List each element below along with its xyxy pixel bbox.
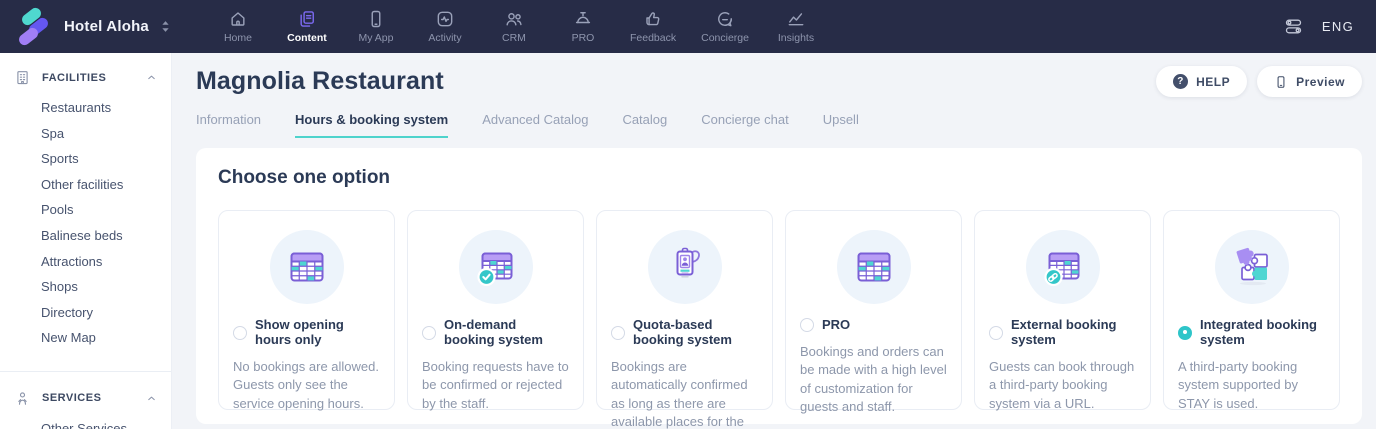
bell-icon xyxy=(575,12,591,24)
panel-heading: Choose one option xyxy=(218,167,391,188)
options-grid: Show opening hours only No bookings are … xyxy=(218,210,1340,429)
services-list: Other Services Room service Laundry Amen… xyxy=(41,420,171,429)
booking-options-panel: Choose one option Show openin xyxy=(196,148,1362,429)
home-icon xyxy=(231,12,245,26)
nav-item-my-app[interactable]: My App xyxy=(354,9,398,44)
tab-hours-booking-system[interactable]: Hours & booking system xyxy=(295,112,449,138)
main-nav: Home Content My App Activity CRM PRO Fee… xyxy=(216,9,818,44)
navbar-right: ENG xyxy=(1283,16,1354,37)
calendar-icon xyxy=(836,230,911,304)
option-card-quota-based[interactable]: Quota-based booking system Bookings are … xyxy=(596,210,773,429)
sidebar-item-other-facilities[interactable]: Other facilities xyxy=(41,176,124,192)
option-card-on-demand[interactable]: On-demand booking system Booking request… xyxy=(407,210,584,411)
chevron-up-icon xyxy=(146,72,157,83)
option-description: Guests can book through a third-party bo… xyxy=(989,358,1135,411)
nav-item-pro[interactable]: PRO xyxy=(561,9,605,44)
radio-quota-based[interactable] xyxy=(611,325,625,340)
chevron-up-icon xyxy=(146,393,157,404)
nav-item-concierge[interactable]: Concierge xyxy=(701,9,749,44)
main-content: Magnolia Restaurant ? HELP Preview Infor… xyxy=(172,53,1376,429)
hotel-switcher[interactable]: Hotel Aloha xyxy=(16,5,170,47)
activity-icon xyxy=(437,11,453,27)
chat-icon xyxy=(718,12,733,27)
sidebar-item-attractions[interactable]: Attractions xyxy=(41,253,103,269)
sidebar-header-services[interactable]: SERVICES xyxy=(0,390,171,407)
radio-pro[interactable] xyxy=(800,318,814,333)
id-badge-icon xyxy=(647,230,722,304)
radio-integrated[interactable] xyxy=(1178,325,1192,340)
stay-logo-icon xyxy=(16,5,52,47)
tab-advanced-catalog[interactable]: Advanced Catalog xyxy=(482,112,589,127)
nav-item-feedback[interactable]: Feedback xyxy=(630,9,676,44)
option-description: No bookings are allowed. Guests only see… xyxy=(233,358,379,411)
option-description: Bookings and orders can be made with a h… xyxy=(800,343,947,415)
help-button[interactable]: ? HELP xyxy=(1156,66,1248,97)
building-icon xyxy=(17,71,28,85)
sidebar-item-pools[interactable]: Pools xyxy=(41,202,74,218)
phone-icon xyxy=(1277,75,1285,88)
option-card-show-opening-hours[interactable]: Show opening hours only No bookings are … xyxy=(218,210,395,411)
option-card-integrated[interactable]: Integrated booking system A third-party … xyxy=(1163,210,1340,411)
sidebar-section-facilities: FACILITIES Restaurants Spa Sports Other … xyxy=(0,69,171,361)
radio-external[interactable] xyxy=(989,325,1003,340)
nav-item-activity[interactable]: Activity xyxy=(423,9,467,44)
tab-upsell[interactable]: Upsell xyxy=(822,112,859,127)
sidebar-item-balinese-beds[interactable]: Balinese beds xyxy=(41,227,123,243)
sidebar-section-services: SERVICES Other Services Room service Lau… xyxy=(0,370,171,429)
calendar-icon xyxy=(269,230,344,304)
my-app-icon xyxy=(371,10,381,28)
sidebar-item-spa[interactable]: Spa xyxy=(41,125,65,141)
preview-button[interactable]: Preview xyxy=(1257,66,1362,97)
calendar-link-icon xyxy=(1025,230,1100,304)
puzzle-icon xyxy=(1214,230,1289,304)
nav-item-crm[interactable]: CRM xyxy=(492,9,536,44)
content-icon xyxy=(300,11,314,27)
option-description: A third-party booking system supported b… xyxy=(1178,358,1298,411)
option-description: Booking requests have to be confirmed or… xyxy=(422,358,569,411)
sidebar-item-directory[interactable]: Directory xyxy=(41,304,94,320)
crm-icon xyxy=(506,13,522,26)
calendar-check-icon xyxy=(458,230,533,304)
tab-bar: Information Hours & booking system Advan… xyxy=(196,112,1362,138)
tab-concierge-chat[interactable]: Concierge chat xyxy=(701,112,789,127)
question-mark-icon: ? xyxy=(1173,74,1189,89)
facilities-list: Restaurants Spa Sports Other facilities … xyxy=(41,99,171,346)
nav-item-content[interactable]: Content xyxy=(285,9,329,44)
hotel-name: Hotel Aloha xyxy=(64,18,149,35)
nav-item-home[interactable]: Home xyxy=(216,9,260,44)
tab-information[interactable]: Information xyxy=(196,112,262,127)
thumbs-up-icon xyxy=(646,12,660,26)
sidebar-item-sports[interactable]: Sports xyxy=(41,151,79,167)
chart-icon xyxy=(788,13,804,26)
language-selector[interactable]: ENG xyxy=(1321,19,1354,34)
chevron-updown-icon xyxy=(161,20,170,33)
sidebar-item-restaurants[interactable]: Restaurants xyxy=(41,100,112,115)
sidebar-item-other-services[interactable]: Other Services xyxy=(41,420,127,429)
preferences-toggles-icon[interactable] xyxy=(1283,16,1304,37)
sidebar-item-shops[interactable]: Shops xyxy=(41,279,78,295)
nav-item-insights[interactable]: Insights xyxy=(774,9,818,44)
option-description: Bookings are automatically confirmed as … xyxy=(611,358,748,429)
sidebar-item-new-map[interactable]: New Map xyxy=(41,330,96,346)
option-card-external[interactable]: External booking system Guests can book … xyxy=(974,210,1151,411)
page-title: Magnolia Restaurant xyxy=(196,67,444,95)
sidebar-header-facilities[interactable]: FACILITIES xyxy=(0,69,171,86)
top-navbar: Hotel Aloha Home Content My App Activity… xyxy=(0,0,1376,53)
option-card-pro[interactable]: PRO Bookings and orders can be made with… xyxy=(785,210,962,414)
tab-catalog[interactable]: Catalog xyxy=(622,112,668,127)
sidebar: FACILITIES Restaurants Spa Sports Other … xyxy=(0,53,172,429)
radio-show-opening-hours[interactable] xyxy=(233,325,247,340)
person-icon xyxy=(18,392,27,405)
radio-on-demand[interactable] xyxy=(422,325,436,340)
